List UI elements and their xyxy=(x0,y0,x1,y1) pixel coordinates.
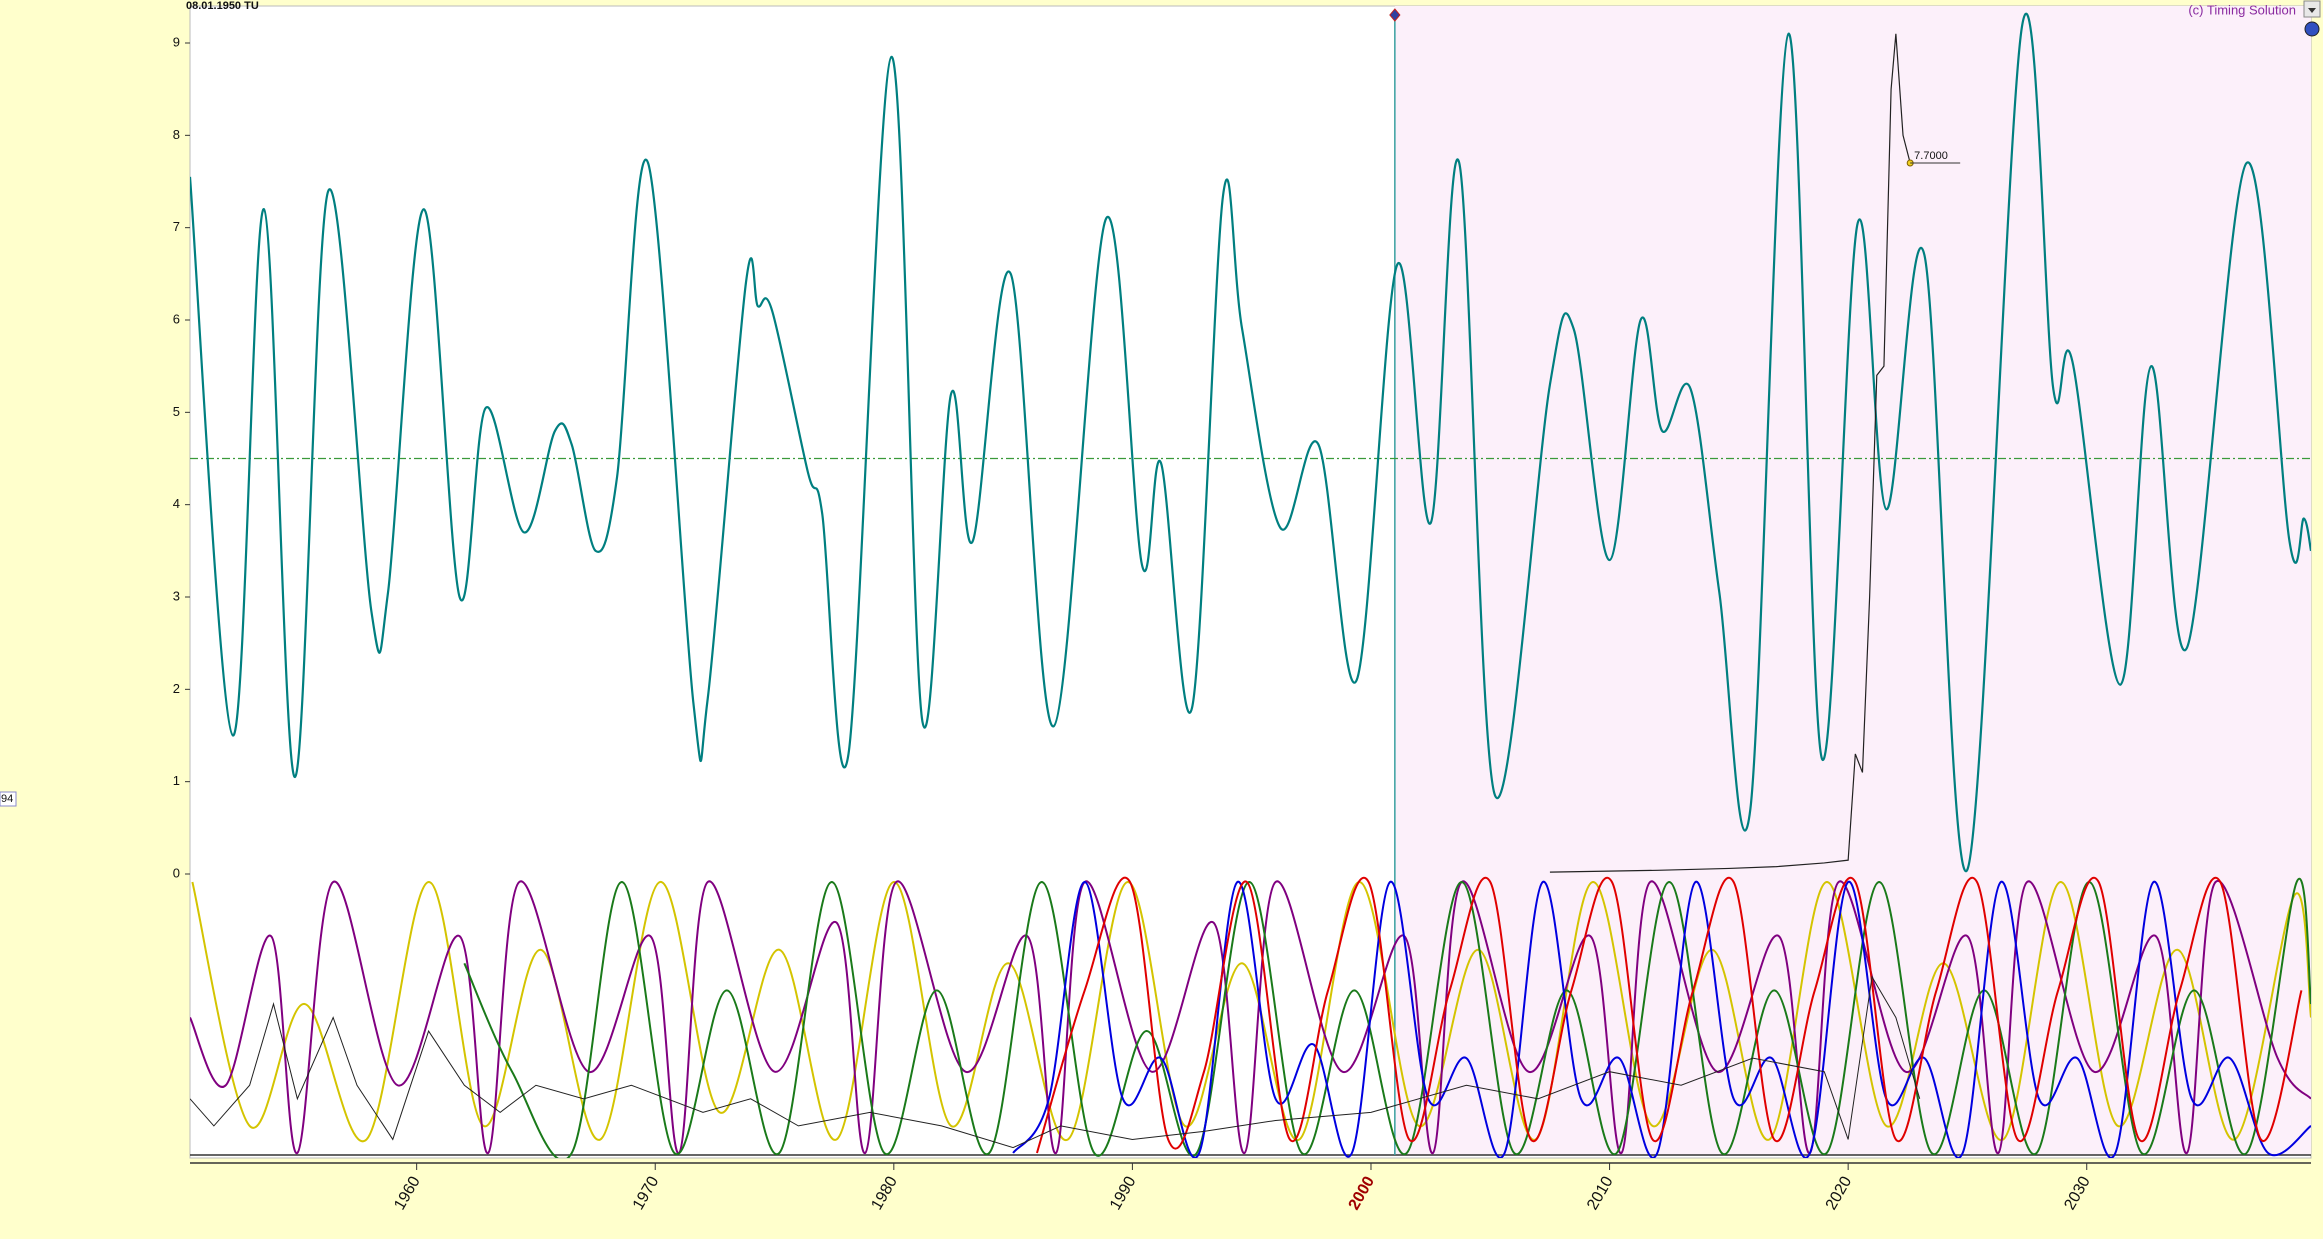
menu-arrow xyxy=(2308,8,2316,13)
series-line xyxy=(1012,880,2311,1158)
y-tick-label: 0 xyxy=(173,865,180,880)
y-tick-label: 1 xyxy=(173,773,180,788)
series-line xyxy=(190,12,2311,873)
series-line xyxy=(190,880,2311,1155)
y-tick-label: 5 xyxy=(173,404,180,419)
date-label: 08.01.1950 TU xyxy=(186,0,259,12)
globe-icon[interactable] xyxy=(2304,21,2320,37)
cursor-marker xyxy=(1389,8,1401,22)
series-line xyxy=(1549,33,1911,873)
y-tick-label: 2 xyxy=(173,681,180,696)
series-line xyxy=(463,877,2311,1158)
annotation-label: 7.7000 xyxy=(1914,150,1948,162)
series-line xyxy=(190,975,1921,1149)
copyright: (c) Timing Solution xyxy=(2188,2,2296,17)
forecast-shade xyxy=(1394,6,2311,1155)
side-label-box xyxy=(0,791,17,807)
side-label: 94 xyxy=(1,793,13,805)
y-tick-label: 4 xyxy=(173,496,180,511)
y-tick-label: 6 xyxy=(173,311,180,326)
y-tick-label: 8 xyxy=(173,127,180,142)
y-tick-label: 9 xyxy=(173,34,180,49)
series-line xyxy=(1036,876,2303,1154)
y-tick-label: 7 xyxy=(173,219,180,234)
y-tick-label: 3 xyxy=(173,588,180,603)
